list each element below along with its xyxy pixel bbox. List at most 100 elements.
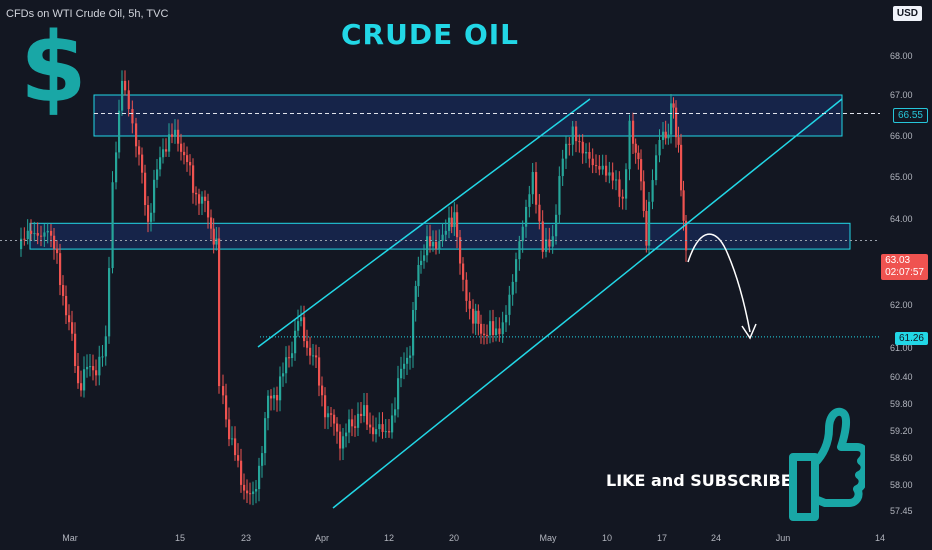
lines-group <box>0 98 880 509</box>
candle-body <box>480 323 483 334</box>
candle-body <box>291 353 294 358</box>
candle-body <box>423 255 426 261</box>
y-tick-label: 58.00 <box>890 480 913 490</box>
candle-body <box>670 103 673 135</box>
candle-body <box>489 321 492 336</box>
candle-body <box>171 134 174 137</box>
candle-body <box>288 357 291 359</box>
candle-body <box>264 418 267 454</box>
candle-body <box>101 356 104 358</box>
candle-body <box>168 134 171 152</box>
y-tick-label: 60.40 <box>890 372 913 382</box>
candle-body <box>667 134 670 139</box>
candle-body <box>375 429 378 435</box>
candle-body <box>477 310 480 324</box>
current-price-tag: 63.03 02:07:57 <box>881 254 928 280</box>
candle-body <box>538 204 541 222</box>
candle-body <box>218 238 221 387</box>
candle-body <box>632 120 635 144</box>
x-tick-label: Mar <box>62 533 78 543</box>
candle-body <box>59 253 62 286</box>
currency-badge[interactable]: USD <box>892 6 922 21</box>
candle-body <box>511 281 514 295</box>
x-tick-label: May <box>539 533 557 543</box>
candle-body <box>192 165 195 193</box>
projection-arrow <box>687 233 751 333</box>
candle-body <box>141 154 144 173</box>
candle-body <box>420 260 423 266</box>
candle-body <box>429 236 432 247</box>
candle-body <box>571 126 574 145</box>
y-tick-label: 57.45 <box>890 506 913 516</box>
candle-body <box>33 233 36 235</box>
candle-body <box>324 395 327 418</box>
candle-body <box>394 409 397 416</box>
candle-body <box>354 426 357 428</box>
candle-body <box>83 369 86 391</box>
candle-body <box>675 107 678 138</box>
chart-title: CRUDE OIL <box>340 18 520 51</box>
channel-upper-line <box>257 98 591 348</box>
candle-body <box>459 237 462 264</box>
candle-body <box>36 233 39 236</box>
candle-body <box>568 143 571 145</box>
candle-body <box>124 80 127 91</box>
candle-body <box>318 357 321 386</box>
y-tick-label: 61.00 <box>890 343 913 353</box>
candle-body <box>588 151 591 159</box>
candle-body <box>156 169 159 180</box>
candle-body <box>336 423 339 432</box>
candle-body <box>474 310 477 324</box>
candle-body <box>645 210 648 246</box>
candle-body <box>26 230 29 240</box>
candle-body <box>111 182 114 269</box>
candle-body <box>468 300 471 309</box>
y-tick-label: 66.00 <box>890 131 913 141</box>
candle-body <box>86 366 89 370</box>
candle-body <box>246 490 249 494</box>
candle-body <box>92 366 95 371</box>
candle-body <box>189 162 192 166</box>
candle-body <box>74 333 77 367</box>
candle-body <box>351 419 354 427</box>
candle-body <box>279 376 282 401</box>
candle-body <box>121 80 124 111</box>
candle-body <box>555 214 558 237</box>
candle-body <box>40 235 43 237</box>
candle-body <box>548 239 551 247</box>
candle-body <box>303 317 306 342</box>
candle-body <box>186 155 189 163</box>
x-tick-label: 24 <box>711 533 721 543</box>
candle-body <box>212 228 215 245</box>
candle-body <box>46 230 49 233</box>
candle-body <box>595 165 598 167</box>
candle-body <box>89 366 92 368</box>
candle-body <box>615 179 618 181</box>
candle-body <box>222 386 225 396</box>
candle-body <box>98 356 101 376</box>
candle-body <box>20 238 23 250</box>
candle-body <box>508 294 511 315</box>
candle-body <box>444 230 447 235</box>
candle-body <box>43 232 46 237</box>
x-tick-label: 23 <box>241 533 251 543</box>
candle-body <box>625 169 628 199</box>
candle-body <box>342 436 345 449</box>
candles-group <box>20 70 688 506</box>
target-price-tag: 61.26 <box>894 332 928 345</box>
candle-body <box>378 424 381 430</box>
candle-body <box>662 131 665 141</box>
candle-body <box>312 355 315 357</box>
candle-body <box>174 129 177 137</box>
candle-body <box>575 126 578 142</box>
candle-body <box>672 103 675 108</box>
candle-body <box>651 180 654 202</box>
y-tick-label: 59.80 <box>890 399 913 409</box>
candle-body <box>611 172 614 181</box>
candle-body <box>306 341 309 348</box>
candle-body <box>486 334 489 336</box>
candle-body <box>95 370 98 376</box>
candle-body <box>453 212 456 227</box>
thumbs-up-icon <box>789 407 865 521</box>
